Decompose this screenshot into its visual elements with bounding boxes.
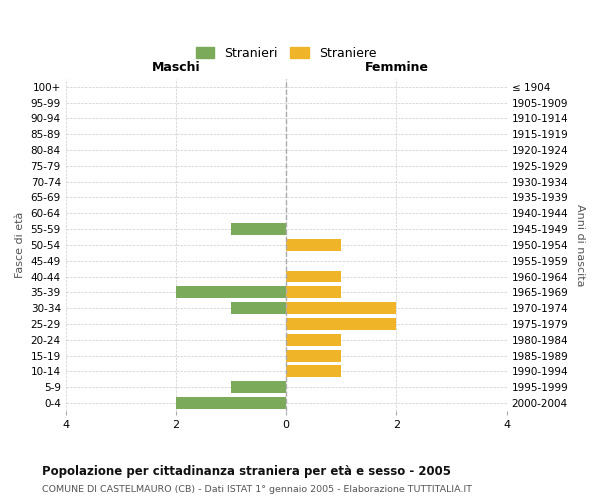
Bar [231, 382, 286, 393]
Bar [286, 366, 341, 378]
Text: Popolazione per cittadinanza straniera per età e sesso - 2005: Popolazione per cittadinanza straniera p… [42, 465, 451, 478]
Text: COMUNE DI CASTELMAURO (CB) - Dati ISTAT 1° gennaio 2005 - Elaborazione TUTTITALI: COMUNE DI CASTELMAURO (CB) - Dati ISTAT … [42, 485, 472, 494]
Legend: Stranieri, Straniere: Stranieri, Straniere [191, 42, 382, 65]
Y-axis label: Fasce di età: Fasce di età [15, 212, 25, 278]
Bar [286, 286, 341, 298]
Bar [286, 239, 341, 251]
Text: Femmine: Femmine [364, 61, 428, 74]
Bar [231, 223, 286, 235]
Bar [286, 350, 341, 362]
Bar [286, 334, 341, 345]
Text: Maschi: Maschi [152, 61, 200, 74]
Bar [176, 397, 286, 409]
Bar [286, 302, 397, 314]
Bar [231, 302, 286, 314]
Bar [286, 270, 341, 282]
Bar [176, 286, 286, 298]
Y-axis label: Anni di nascita: Anni di nascita [575, 204, 585, 286]
Bar [286, 318, 397, 330]
